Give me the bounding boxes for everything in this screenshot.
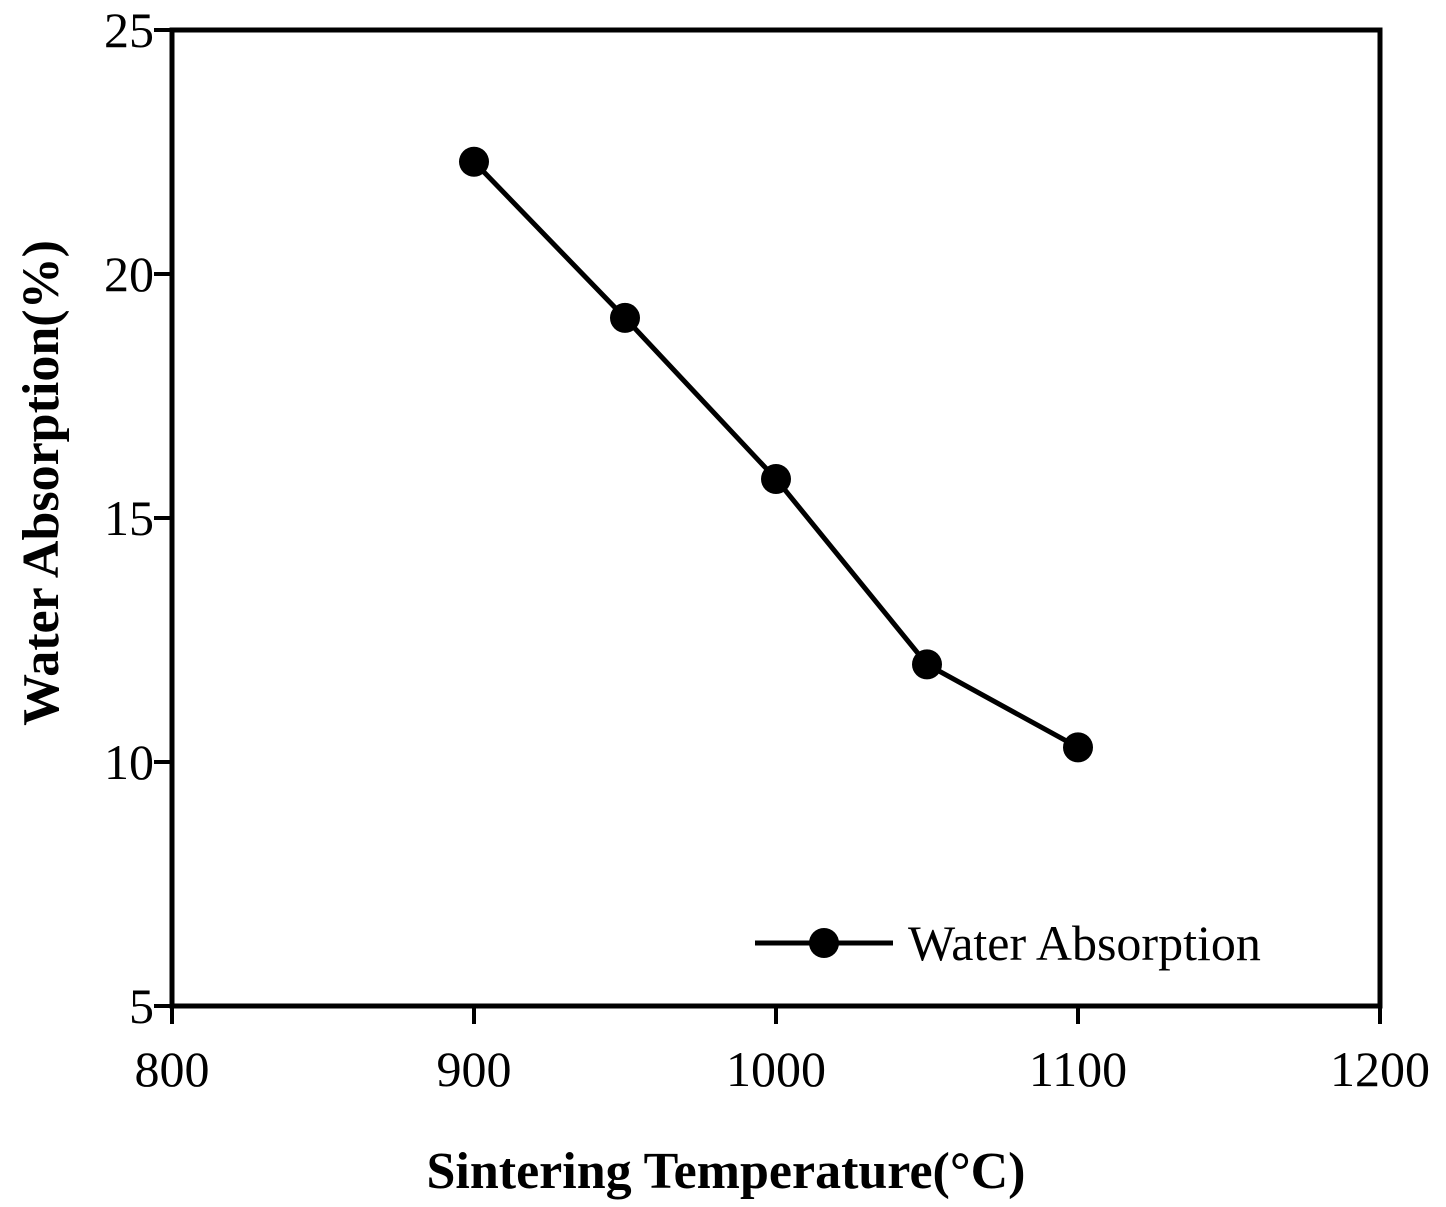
y-axis-ticks: 5 10 15 20 25	[104, 2, 172, 1034]
x-tick-label: 1000	[726, 1041, 826, 1097]
x-tick-label: 1200	[1330, 1041, 1430, 1097]
y-axis-title: Water Absorption(%)	[13, 240, 70, 726]
legend-marker	[809, 928, 839, 958]
y-tick-label: 25	[104, 2, 154, 58]
y-tick-label: 10	[104, 734, 154, 790]
data-point	[459, 146, 489, 177]
y-tick-label: 15	[104, 490, 154, 546]
x-axis-ticks: 800 900 1000 1100 1200	[135, 1006, 1430, 1097]
data-point	[912, 649, 942, 680]
x-axis-title: Sintering Temperature(°C)	[426, 1143, 1025, 1200]
plot-frame	[169, 27, 1383, 1009]
y-tick-label: 5	[129, 978, 154, 1034]
legend: Water Absorption	[755, 915, 1261, 971]
data-point	[761, 463, 791, 494]
y-tick-label: 20	[104, 246, 154, 302]
series-layer	[459, 146, 1093, 763]
data-point	[1063, 732, 1093, 763]
x-tick-label: 800	[135, 1041, 210, 1097]
x-tick-label: 900	[437, 1041, 512, 1097]
series-line	[472, 160, 1080, 750]
x-tick-label: 1100	[1029, 1041, 1127, 1097]
legend-label: Water Absorption	[908, 915, 1261, 971]
data-point	[610, 302, 640, 333]
